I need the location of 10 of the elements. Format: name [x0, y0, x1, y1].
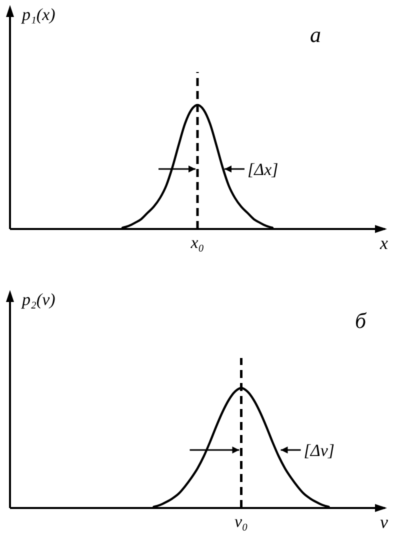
chart-title: б [355, 308, 367, 333]
x-axis-title: x [379, 233, 388, 253]
x-axis-title: v [380, 512, 388, 532]
y-axis-title: p₁(x) [21, 5, 56, 24]
text: x₀ [190, 233, 204, 252]
annotation: [Δv] [304, 441, 335, 460]
y-axis-title: p₂(v) [21, 290, 56, 309]
chart-title: а [310, 22, 321, 47]
annotation: [Δx] [248, 160, 278, 179]
text: v₀ [234, 512, 248, 531]
